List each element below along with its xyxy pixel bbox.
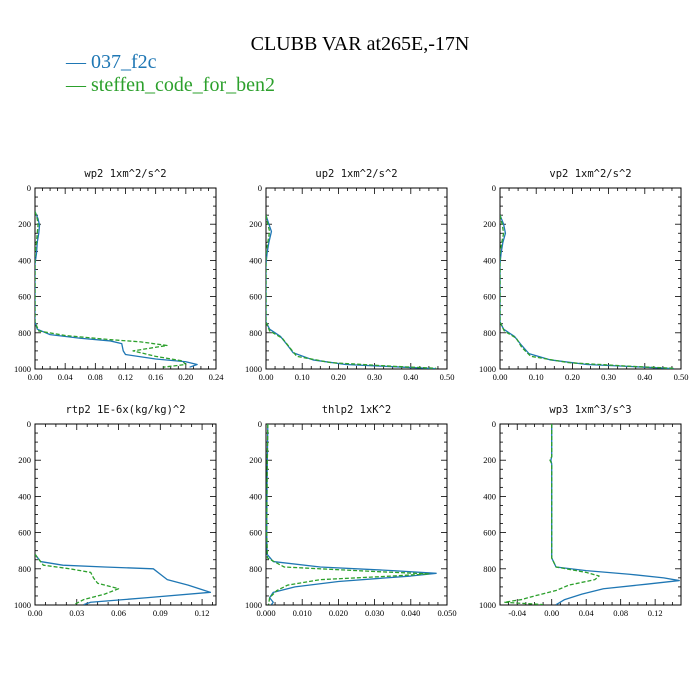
x-tick-label: 0.06 <box>111 608 126 618</box>
y-tick-label: 600 <box>18 292 31 302</box>
x-tick-label: -0.04 <box>508 608 526 618</box>
x-tick-label: 0.08 <box>613 608 628 618</box>
x-tick-label: 0.00 <box>28 608 43 618</box>
y-tick-label: 1000 <box>14 364 31 374</box>
x-tick-label: 0.16 <box>148 372 163 382</box>
y-tick-label: 800 <box>18 328 31 338</box>
y-tick-label: 200 <box>249 219 262 229</box>
y-tick-label: 200 <box>483 219 496 229</box>
x-tick-label: 0.010 <box>293 608 312 618</box>
y-tick-label: 600 <box>483 528 496 538</box>
x-tick-label: 0.12 <box>648 608 663 618</box>
x-tick-label: 0.30 <box>367 372 382 382</box>
y-tick-label: 0 <box>492 419 496 429</box>
x-tick-label: 0.020 <box>329 608 348 618</box>
y-tick-label: 200 <box>18 455 31 465</box>
y-tick-label: 400 <box>249 491 262 501</box>
x-tick-label: 0.050 <box>437 608 456 618</box>
y-tick-label: 0 <box>258 183 262 193</box>
y-tick-label: 800 <box>483 328 496 338</box>
x-tick-label: 0.000 <box>256 608 275 618</box>
y-tick-label: 1000 <box>245 600 262 610</box>
panel-title: vp2 1xm^2/s^2 <box>549 168 631 180</box>
x-tick-label: 0.040 <box>401 608 420 618</box>
y-tick-label: 0 <box>492 183 496 193</box>
legend-entry-steffen-code-for-ben2: — steffen_code_for_ben2 <box>65 74 275 96</box>
panel-title: wp3 1xm^3/s^3 <box>549 404 631 416</box>
y-tick-label: 1000 <box>245 364 262 374</box>
x-tick-label: 0.04 <box>579 608 595 618</box>
y-tick-label: 600 <box>483 292 496 302</box>
y-tick-label: 400 <box>18 255 31 265</box>
x-tick-label: 0.09 <box>153 608 168 618</box>
x-tick-label: 0.04 <box>58 372 74 382</box>
y-tick-label: 0 <box>258 419 262 429</box>
y-tick-label: 200 <box>249 455 262 465</box>
series-line-steffen-code-for-ben2 <box>503 424 600 605</box>
x-tick-label: 0.40 <box>403 372 418 382</box>
y-tick-label: 200 <box>18 219 31 229</box>
legend-entry-037-f2c: — 037_f2c <box>65 51 157 73</box>
series-line-steffen-code-for-ben2 <box>35 211 187 368</box>
x-tick-label: 0.40 <box>637 372 652 382</box>
panel-title: up2 1xm^2/s^2 <box>315 168 397 180</box>
x-tick-label: 0.00 <box>28 372 43 382</box>
y-tick-label: 800 <box>249 564 262 574</box>
y-tick-label: 800 <box>18 564 31 574</box>
x-tick-label: 0.12 <box>118 372 133 382</box>
x-tick-label: 0.20 <box>331 372 346 382</box>
panel-title: rtp2 1E-6x(kg/kg)^2 <box>65 404 185 416</box>
y-tick-label: 800 <box>483 564 496 574</box>
panel-rtp2: rtp2 1E-6x(kg/kg)^2 0 200 400 600 800 10000.00… <box>14 404 217 618</box>
y-tick-label: 400 <box>483 491 496 501</box>
y-tick-label: 400 <box>249 255 262 265</box>
y-tick-label: 600 <box>249 292 262 302</box>
x-tick-label: 0.50 <box>440 372 455 382</box>
series-line-037-f2c <box>35 211 198 368</box>
y-tick-label: 200 <box>483 455 496 465</box>
x-tick-label: 0.20 <box>565 372 580 382</box>
x-tick-label: 0.50 <box>674 372 689 382</box>
series-line-steffen-code-for-ben2 <box>266 215 437 369</box>
x-tick-label: 0.00 <box>259 372 274 382</box>
y-tick-label: 1000 <box>14 600 31 610</box>
panel-wp3: wp3 1xm^3/s^3 0 200 400 600 800 1000 -0.04 0.00 0… <box>479 404 682 618</box>
panel-title: wp2 1xm^2/s^2 <box>84 168 166 180</box>
figure-title: CLUBB VAR at265E,-17N <box>251 33 470 55</box>
x-tick-label: 0.20 <box>178 372 193 382</box>
y-tick-label: 400 <box>18 491 31 501</box>
y-tick-label: 400 <box>483 255 496 265</box>
y-tick-label: 600 <box>249 528 262 538</box>
series-line-037-f2c <box>35 553 212 605</box>
x-tick-label: 0.030 <box>365 608 384 618</box>
x-tick-label: 0.00 <box>544 608 559 618</box>
y-tick-label: 0 <box>27 419 31 429</box>
y-tick-label: 1000 <box>479 364 496 374</box>
x-tick-label: 0.10 <box>529 372 544 382</box>
y-tick-label: 0 <box>27 183 31 193</box>
x-tick-label: 0.12 <box>195 608 210 618</box>
series-line-steffen-code-for-ben2 <box>500 214 674 369</box>
x-tick-label: 0.10 <box>295 372 310 382</box>
panel-title: thlp2 1xK^2 <box>322 404 392 416</box>
series-line-steffen-code-for-ben2 <box>35 553 120 605</box>
x-tick-label: 0.08 <box>88 372 103 382</box>
y-tick-label: 1000 <box>479 600 496 610</box>
x-tick-label: 0.24 <box>209 372 225 382</box>
x-tick-label: 0.03 <box>69 608 84 618</box>
x-tick-label: 0.30 <box>601 372 616 382</box>
y-tick-label: 600 <box>18 528 31 538</box>
x-tick-label: 0.00 <box>493 372 508 382</box>
y-tick-label: 800 <box>249 328 262 338</box>
